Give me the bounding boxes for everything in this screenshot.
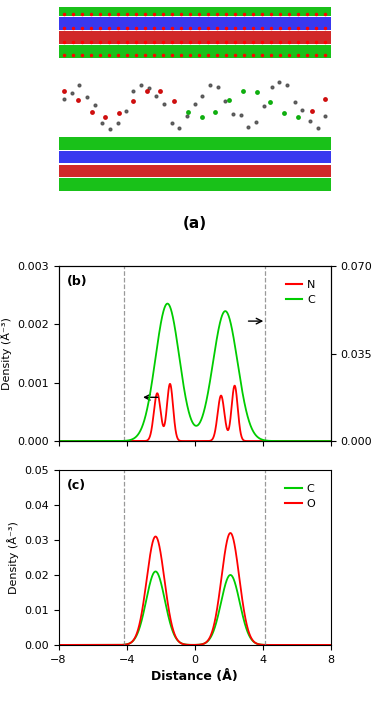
Y-axis label: Density (Å⁻³): Density (Å⁻³): [0, 317, 12, 390]
Text: (a): (a): [183, 216, 207, 231]
Y-axis label: Density (Å⁻³): Density (Å⁻³): [7, 521, 19, 594]
Text: (b): (b): [67, 275, 87, 288]
Bar: [59, 165, 331, 177]
Bar: [59, 151, 331, 163]
Bar: [59, 179, 331, 191]
Bar: [59, 4, 331, 16]
Bar: [59, 18, 331, 30]
Bar: [59, 31, 331, 44]
Bar: [59, 137, 331, 150]
Legend: C, O: C, O: [281, 479, 320, 514]
Bar: [59, 45, 331, 57]
Legend: N, C: N, C: [281, 275, 320, 310]
Text: (c): (c): [67, 479, 86, 492]
X-axis label: Distance (Å): Distance (Å): [151, 670, 238, 683]
